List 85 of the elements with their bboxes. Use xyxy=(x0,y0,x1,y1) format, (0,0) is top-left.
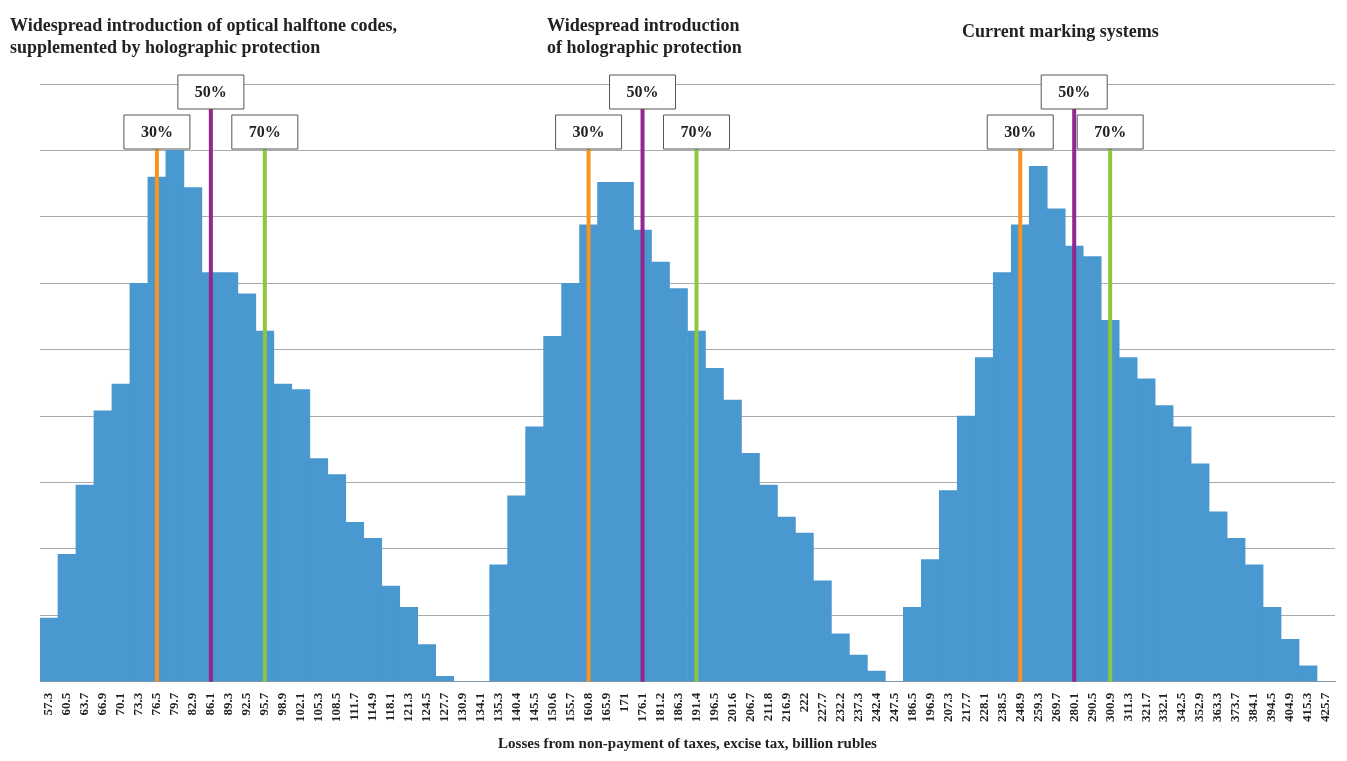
x-tick-label: 300.9 xyxy=(1101,692,1117,722)
x-tick-label: 127.7 xyxy=(436,692,452,722)
x-tick-label: 228.1 xyxy=(975,692,991,722)
ref-line-label: 70% xyxy=(1094,123,1127,141)
ref-line-label: 50% xyxy=(1058,83,1091,101)
text: Widespread introduction of holographic protection xyxy=(547,14,742,58)
x-tick-label: 60.5 xyxy=(58,692,74,716)
x-tick-label: 321.7 xyxy=(1137,692,1153,722)
x-tick-label: 92.5 xyxy=(238,692,254,716)
x-tick-label: 134.1 xyxy=(472,692,488,722)
x-tick-label: 57.3 xyxy=(40,692,56,716)
x-tick-label: 150.6 xyxy=(543,692,559,722)
x-axis-title: Losses from non-payment of taxes, excise tax, billion rubles xyxy=(498,734,878,751)
x-tick-label: 165.9 xyxy=(597,692,613,722)
x-tick-label: 247.5 xyxy=(885,692,901,722)
x-tick-label: 73.3 xyxy=(130,692,146,716)
x-tick-label: 63.7 xyxy=(76,692,92,716)
x-tick-label: 415.3 xyxy=(1299,692,1315,722)
x-tick-label: 135.3 xyxy=(490,692,506,722)
x-tick-label: 207.3 xyxy=(939,692,955,722)
x-tick-label: 232.2 xyxy=(831,692,847,722)
x-tick-label: 216.9 xyxy=(777,692,793,722)
x-tick-label: 269.7 xyxy=(1047,692,1063,722)
x-tick-label: 79.7 xyxy=(166,692,182,716)
x-tick-label: 425.7 xyxy=(1317,692,1333,722)
x-tick-label: 394.5 xyxy=(1263,692,1279,722)
x-tick-label: 95.7 xyxy=(256,692,272,716)
x-tick-label: 186.5 xyxy=(903,692,919,722)
x-tick-label: 181.2 xyxy=(651,692,667,722)
x-tick-label: 404.9 xyxy=(1281,692,1297,722)
x-tick-label: 211.8 xyxy=(759,692,775,722)
x-tick-label: 105.3 xyxy=(310,692,326,722)
x-tick-label: 248.9 xyxy=(1011,692,1027,722)
x-tick-label: 86.1 xyxy=(202,692,218,716)
x-tick-label: 238.5 xyxy=(993,692,1009,722)
x-tick-label: 237.3 xyxy=(849,692,865,722)
x-tick-label: 217.7 xyxy=(957,692,973,722)
x-tick-label: 155.7 xyxy=(561,692,577,722)
ref-line-label: 70% xyxy=(248,123,281,141)
x-tick-label: 222 xyxy=(795,692,811,713)
x-tick-label: 201.6 xyxy=(723,692,739,722)
x-tick-label: 108.5 xyxy=(328,692,344,722)
x-tick-label: 206.7 xyxy=(741,692,757,722)
x-tick-label: 259.3 xyxy=(1029,692,1045,722)
x-tick-label: 111.7 xyxy=(346,692,362,721)
x-tick-label: 160.8 xyxy=(579,692,595,722)
x-tick-label: 227.7 xyxy=(813,692,829,722)
x-tick-label: 311.3 xyxy=(1119,692,1135,722)
ref-line-label: 30% xyxy=(140,123,173,141)
text: Widespread introduction of optical halftone codes, supplemented by holographic protection xyxy=(10,14,398,58)
x-tick-label: 363.3 xyxy=(1209,692,1225,722)
x-tick-label: 124.5 xyxy=(418,692,434,722)
x-tick-label: 89.3 xyxy=(220,692,236,716)
x-tick-label: 121.3 xyxy=(400,692,416,722)
x-tick-label: 352.9 xyxy=(1191,692,1207,722)
ref-line-label: 50% xyxy=(626,83,659,101)
x-tick-label: 176.1 xyxy=(633,692,649,722)
ref-line-label: 30% xyxy=(1004,123,1037,141)
x-tick-label: 342.5 xyxy=(1173,692,1189,722)
x-tick-label: 186.3 xyxy=(669,692,685,722)
x-tick-label: 76.5 xyxy=(148,692,164,716)
x-tick-label: 130.9 xyxy=(454,692,470,722)
x-tick-label: 145.5 xyxy=(525,692,541,722)
x-tick-label: 118.1 xyxy=(382,692,398,722)
x-tick-label: 290.5 xyxy=(1083,692,1099,722)
text: Current marking systems xyxy=(962,20,1159,42)
x-tick-label: 191.4 xyxy=(687,692,703,722)
ref-line-label: 30% xyxy=(572,123,605,141)
x-tick-label: 384.1 xyxy=(1245,692,1261,722)
ref-line-label: 50% xyxy=(194,83,227,101)
x-tick-label: 196.9 xyxy=(921,692,937,722)
x-tick-label: 171 xyxy=(615,692,631,713)
ref-line-label: 70% xyxy=(680,123,713,141)
x-tick-label: 373.7 xyxy=(1227,692,1243,722)
x-tick-label: 70.1 xyxy=(112,692,128,716)
x-tick-label: 140.4 xyxy=(507,692,523,722)
x-tick-label: 114.9 xyxy=(364,692,380,722)
x-tick-label: 98.9 xyxy=(274,692,290,716)
x-tick-label: 102.1 xyxy=(292,692,308,722)
x-tick-label: 242.4 xyxy=(867,692,883,722)
x-tick-label: 66.9 xyxy=(94,692,110,716)
x-tick-label: 82.9 xyxy=(184,692,200,716)
x-tick-label: 332.1 xyxy=(1155,692,1171,722)
x-tick-label: 196.5 xyxy=(705,692,721,722)
x-tick-label: 280.1 xyxy=(1065,692,1081,722)
